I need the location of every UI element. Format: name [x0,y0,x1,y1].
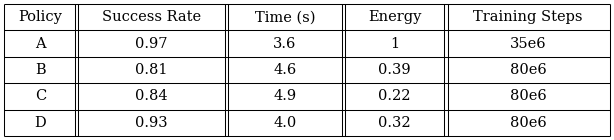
Text: 3.6: 3.6 [273,37,297,51]
Text: A: A [35,37,45,51]
Text: C: C [34,89,46,103]
Text: 4.0: 4.0 [273,116,297,130]
Text: 0.84: 0.84 [135,89,168,103]
Text: 0.32: 0.32 [378,116,411,130]
Text: Time (s): Time (s) [255,10,315,24]
Text: D: D [34,116,46,130]
Text: 0.97: 0.97 [135,37,168,51]
Text: Energy: Energy [368,10,421,24]
Text: Policy: Policy [18,10,62,24]
Text: 35e6: 35e6 [510,37,546,51]
Text: 80e6: 80e6 [510,89,546,103]
Text: Training Steps: Training Steps [473,10,583,24]
Text: 80e6: 80e6 [510,63,546,77]
Text: B: B [35,63,45,77]
Text: 4.6: 4.6 [273,63,297,77]
Text: 0.22: 0.22 [378,89,411,103]
Text: 0.93: 0.93 [135,116,168,130]
Text: 0.81: 0.81 [135,63,168,77]
Text: 80e6: 80e6 [510,116,546,130]
Text: Success Rate: Success Rate [102,10,201,24]
Text: 4.9: 4.9 [273,89,297,103]
Text: 1: 1 [390,37,399,51]
Text: 0.39: 0.39 [378,63,411,77]
